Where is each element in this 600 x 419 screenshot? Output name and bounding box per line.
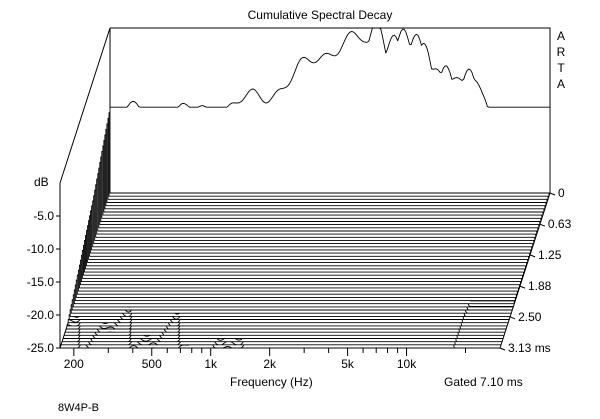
x-tick-label: 500 xyxy=(142,357,162,371)
x-axis-label: Frequency (Hz) xyxy=(230,375,313,389)
time-tick xyxy=(529,254,536,258)
time-tick-label: 1.88 xyxy=(528,279,552,293)
x-tick-label: 2k xyxy=(263,357,277,371)
time-tick-label: 0 xyxy=(558,186,565,200)
x-tick-label: 200 xyxy=(64,357,84,371)
time-tick xyxy=(549,192,556,196)
y-axis-label: dB xyxy=(34,175,49,189)
time-tick xyxy=(509,316,516,320)
time-tick-label: 1.25 xyxy=(538,248,562,262)
gate-time-note: Gated 7.10 ms xyxy=(444,375,523,389)
y-tick-label: -15.0 xyxy=(27,275,55,289)
y-tick-label: -10.0 xyxy=(27,242,55,256)
y-tick-label: -25.0 xyxy=(27,341,55,355)
brand-letter-t: T xyxy=(557,61,565,75)
time-tick xyxy=(499,347,506,351)
device-name: 8W4P-B xyxy=(58,402,99,414)
brand-letter-a2: A xyxy=(556,77,565,91)
time-tick-label: 0.63 xyxy=(548,217,572,231)
arta-brand-label: A R T A xyxy=(556,28,566,92)
time-tick xyxy=(539,223,546,227)
chart-title: Cumulative Spectral Decay xyxy=(247,8,393,22)
brand-letter-r: R xyxy=(556,45,566,59)
left-depth-edge-top xyxy=(59,27,111,184)
time-tick-label: 2.50 xyxy=(518,310,542,324)
x-tick-label: 10k xyxy=(397,357,417,371)
right-depth-edge xyxy=(499,192,551,349)
x-tick-label: 5k xyxy=(341,357,355,371)
y-tick-label: -20.0 xyxy=(27,308,55,322)
brand-letter-a1: A xyxy=(556,29,565,43)
decay-slice xyxy=(109,27,551,194)
y-tick-label: -5.0 xyxy=(33,209,54,223)
x-tick-label: 1k xyxy=(204,357,218,371)
time-tick xyxy=(519,285,526,289)
time-tick-label: 3.13 ms xyxy=(508,341,551,355)
